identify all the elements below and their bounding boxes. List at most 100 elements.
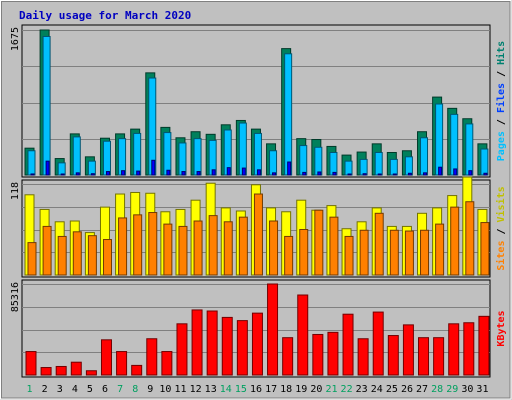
bar-pages-day-1 bbox=[30, 173, 35, 176]
panel-max-label: 85316 bbox=[10, 282, 21, 312]
bar-kbytes-day-2 bbox=[40, 367, 52, 376]
bar-files-day-11 bbox=[178, 142, 187, 176]
bar-kbytes-day-26 bbox=[402, 324, 414, 376]
bar-kbytes-day-8 bbox=[131, 364, 143, 376]
x-tick-day-3: 3 bbox=[57, 384, 63, 395]
bar-kbytes-day-14 bbox=[221, 316, 233, 376]
x-tick-day-12: 12 bbox=[190, 384, 202, 395]
bar-pages-day-7 bbox=[121, 170, 126, 176]
bar-sites-day-20 bbox=[314, 209, 324, 276]
bar-files-day-8 bbox=[133, 132, 142, 176]
bar-files-day-12 bbox=[193, 138, 202, 176]
bar-pages-day-5 bbox=[90, 173, 95, 176]
bar-pages-day-29 bbox=[453, 168, 458, 176]
bar-sites-day-30 bbox=[465, 201, 475, 276]
legend-text: / bbox=[496, 113, 507, 131]
bar-pages-day-23 bbox=[362, 173, 367, 176]
x-tick-day-16: 16 bbox=[250, 384, 262, 395]
bar-sites-day-16 bbox=[253, 193, 263, 276]
bar-pages-day-28 bbox=[438, 166, 443, 176]
bar-files-day-2 bbox=[42, 35, 51, 176]
bar-kbytes-day-21 bbox=[327, 331, 339, 376]
bar-kbytes-day-25 bbox=[387, 335, 399, 376]
legend-text: Hits bbox=[495, 41, 507, 65]
bar-kbytes-day-10 bbox=[161, 351, 173, 376]
bar-pages-day-21 bbox=[332, 171, 337, 176]
bar-kbytes-day-20 bbox=[312, 333, 324, 376]
bar-files-day-29 bbox=[450, 113, 459, 176]
bar-files-day-15 bbox=[238, 122, 247, 176]
x-tick-day-4: 4 bbox=[72, 384, 78, 395]
x-tick-day-19: 19 bbox=[295, 384, 307, 395]
x-tick-day-8: 8 bbox=[132, 384, 138, 395]
legend-text: Pages bbox=[496, 131, 507, 161]
series-pages bbox=[30, 159, 488, 176]
bar-sites-day-31 bbox=[480, 222, 490, 276]
bar-files-day-21 bbox=[329, 151, 338, 176]
x-tick-day-24: 24 bbox=[371, 384, 383, 395]
bar-pages-day-17 bbox=[272, 172, 277, 176]
bar-kbytes-day-16 bbox=[251, 312, 263, 376]
series-kbytes bbox=[25, 283, 490, 376]
bar-files-day-19 bbox=[299, 145, 308, 176]
bar-sites-day-4 bbox=[72, 231, 82, 276]
bar-kbytes-day-18 bbox=[282, 337, 294, 376]
bar-pages-day-4 bbox=[75, 172, 80, 176]
bar-sites-day-25 bbox=[389, 229, 399, 276]
bar-pages-day-19 bbox=[302, 171, 307, 176]
bar-files-day-17 bbox=[269, 150, 278, 176]
bar-sites-day-15 bbox=[238, 216, 248, 276]
bar-kbytes-day-3 bbox=[55, 365, 67, 376]
x-tick-day-29: 29 bbox=[446, 384, 458, 395]
series-files bbox=[27, 35, 489, 176]
panel-top: 1675 Pages / Files / Hits bbox=[10, 24, 507, 178]
bar-sites-day-11 bbox=[178, 225, 188, 276]
bar-pages-day-25 bbox=[392, 173, 397, 176]
bar-kbytes-day-4 bbox=[70, 361, 82, 376]
bar-kbytes-day-22 bbox=[342, 313, 354, 376]
panel-middle: 118 Sites / Visits bbox=[10, 176, 507, 278]
bar-files-day-7 bbox=[118, 138, 127, 176]
bar-sites-day-12 bbox=[193, 220, 203, 276]
bar-files-day-1 bbox=[27, 150, 36, 176]
bar-pages-day-22 bbox=[347, 173, 352, 176]
bar-files-day-25 bbox=[389, 158, 398, 176]
bar-sites-day-26 bbox=[404, 230, 414, 276]
bar-sites-day-8 bbox=[133, 214, 143, 276]
bar-files-day-26 bbox=[404, 156, 413, 176]
bar-sites-day-28 bbox=[435, 223, 445, 276]
legend-text: / bbox=[496, 222, 507, 240]
bar-sites-day-22 bbox=[344, 235, 354, 276]
bar-pages-day-10 bbox=[166, 169, 171, 176]
x-tick-day-11: 11 bbox=[174, 384, 186, 395]
bar-sites-day-23 bbox=[359, 229, 369, 276]
x-axis-day-labels: 1 2 3 4 5 6 7 8 9 10 11 12 13 14 15 16 17 18 19 20 21 22 23 24 2… bbox=[27, 384, 489, 395]
bar-sites-day-2 bbox=[42, 225, 52, 276]
bar-files-day-3 bbox=[57, 162, 66, 176]
x-tick-day-13: 13 bbox=[205, 384, 217, 395]
legend-text: / bbox=[496, 65, 507, 83]
bar-kbytes-day-15 bbox=[236, 320, 248, 376]
legend-text: Files bbox=[495, 83, 507, 113]
x-tick-day-27: 27 bbox=[416, 384, 428, 395]
chart-panels: 1675 Pages / Files / Hits 118 Sites / Visit… bbox=[10, 24, 507, 378]
bar-sites-day-18 bbox=[284, 235, 294, 276]
panel-bottom: 85316 KBytes bbox=[10, 279, 507, 378]
bar-kbytes-day-12 bbox=[191, 309, 203, 376]
x-tick-day-5: 5 bbox=[87, 384, 93, 395]
x-tick-day-18: 18 bbox=[280, 384, 292, 395]
x-tick-day-15: 15 bbox=[235, 384, 247, 395]
bar-files-day-4 bbox=[72, 136, 81, 176]
bar-pages-day-24 bbox=[377, 173, 382, 176]
bar-kbytes-day-23 bbox=[357, 338, 369, 376]
panel-max-label: 1675 bbox=[10, 27, 21, 51]
bar-files-day-31 bbox=[480, 148, 489, 176]
x-tick-day-20: 20 bbox=[310, 384, 322, 395]
x-tick-day-25: 25 bbox=[386, 384, 398, 395]
bar-sites-day-1 bbox=[27, 242, 37, 276]
bar-pages-day-6 bbox=[105, 171, 110, 176]
x-tick-day-6: 6 bbox=[102, 384, 108, 395]
bar-pages-day-20 bbox=[317, 171, 322, 176]
bar-kbytes-day-7 bbox=[116, 351, 128, 376]
